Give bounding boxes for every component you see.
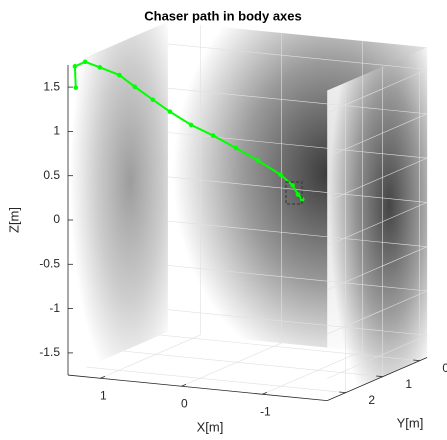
left-wall: [68, 21, 168, 376]
path-point: [167, 109, 173, 114]
path-point: [295, 192, 301, 197]
path-point: [255, 158, 261, 163]
grid-line: [327, 202, 428, 246]
path-point: [97, 65, 103, 70]
tick-mark: [376, 375, 383, 378]
y-tick-label: 2: [368, 393, 375, 407]
path-point: [299, 197, 305, 202]
x-tick-label: 0: [181, 396, 188, 410]
z-tick-label: 1.5: [43, 79, 60, 93]
z-tick-label: 0.5: [43, 168, 60, 182]
grid-line: [327, 246, 428, 291]
path-point: [132, 84, 138, 90]
plot-area: -1.5 -1 -0.5 0 0.5 1 1.5 -1 0 1 0 1 2: [39, 59, 447, 418]
grid-line: [160, 334, 420, 361]
target-box: [285, 181, 303, 205]
path-point: [278, 172, 283, 178]
grid-line: [327, 69, 428, 113]
path-point: [150, 97, 156, 103]
x-tick-label: -1: [260, 404, 271, 418]
y-tick-label: 0: [442, 361, 447, 375]
grid-line: [327, 113, 428, 158]
path-point: [73, 85, 79, 90]
path-point: [82, 59, 88, 65]
path-line: [73, 60, 303, 200]
path-point: [188, 122, 194, 128]
grid-line: [327, 335, 428, 379]
z-axis-label: Z[m]: [6, 207, 21, 233]
grid-line: [167, 87, 428, 115]
grid-line: [123, 350, 383, 377]
chart-title: Chaser path in body axes: [144, 8, 302, 23]
path-point: [117, 72, 122, 78]
z-tick-label: -0.5: [39, 256, 60, 270]
path-point: [290, 183, 295, 188]
axis-line: [67, 374, 328, 402]
x-tick-label: 1: [100, 388, 107, 402]
z-tick-label: -1: [49, 301, 60, 315]
grid-line: [327, 290, 428, 335]
grid-line: [167, 132, 428, 159]
axis-line: [327, 357, 428, 402]
grid-line: [167, 220, 428, 247]
z-tick-label: 0: [53, 212, 60, 226]
grid-line: [167, 43, 428, 70]
grid-line: [327, 157, 428, 202]
tick-mark: [413, 359, 420, 362]
grid: [68, 24, 428, 395]
z-tick-label: -1.5: [39, 345, 60, 359]
y-axis-label: Y[m]: [397, 415, 424, 430]
grid-line: [167, 176, 428, 203]
path-point: [210, 133, 216, 138]
grid-line: [100, 334, 201, 379]
grid-line: [167, 309, 428, 336]
grid-line: [167, 265, 428, 292]
grid-line: [86, 366, 346, 393]
y-tick-label: 1: [405, 377, 412, 391]
x-axis-label: X[m]: [197, 419, 224, 434]
grid-line: [181, 342, 282, 387]
z-tick-label: 1: [53, 124, 60, 138]
path-point: [72, 64, 78, 69]
path-point: [233, 145, 239, 151]
tick-mark: [339, 391, 346, 394]
